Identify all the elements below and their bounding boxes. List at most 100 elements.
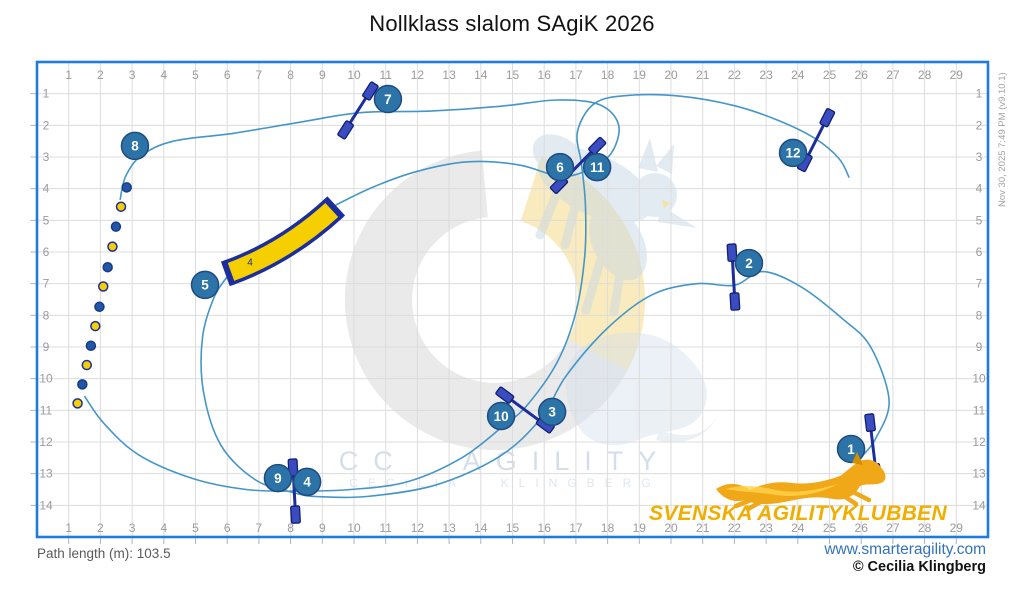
- jump-2: [726, 243, 741, 311]
- axis-label: 26: [855, 68, 869, 82]
- axis-label: 13: [442, 68, 456, 82]
- axis-label: 7: [43, 277, 50, 291]
- axis-label: 1: [65, 521, 72, 535]
- axis-label: 29: [950, 521, 964, 535]
- axis-label: 5: [976, 213, 983, 227]
- axis-label: 8: [43, 308, 50, 322]
- obstacle-number: 10: [494, 409, 509, 424]
- obstacle-number: 6: [556, 160, 564, 175]
- axis-label: 29: [950, 68, 964, 82]
- axis-label: 8: [287, 68, 294, 82]
- axis-label: 2: [43, 118, 50, 132]
- obstacle-number: 5: [201, 278, 209, 293]
- obstacle-marker-12: 12: [778, 138, 808, 168]
- axis-label: 13: [442, 521, 456, 535]
- axis-label: 4: [976, 182, 983, 196]
- jump-12: [796, 107, 836, 173]
- watermark-ring-segment: [344, 150, 628, 451]
- watermark-text-line1: CC AGILITY: [339, 446, 672, 476]
- obstacle-marker-1: 1: [836, 434, 866, 464]
- axis-label: 12: [411, 521, 425, 535]
- axis-label: 19: [633, 68, 647, 82]
- obstacle-marker-2: 2: [734, 248, 764, 278]
- axis-label: 9: [43, 340, 50, 354]
- axis-label: 4: [43, 182, 50, 196]
- tunnel-length-label: 4: [247, 257, 253, 268]
- axis-label: 8: [976, 308, 983, 322]
- axis-label: 5: [192, 521, 199, 535]
- watermark-curled-dog: [565, 332, 722, 446]
- obstacle-marker-11: 11: [582, 152, 612, 182]
- obstacle-marker-7: 7: [373, 84, 403, 114]
- axis-label: 11: [379, 68, 392, 82]
- grid-lines: [30, 62, 988, 544]
- axis-label: 15: [506, 521, 520, 535]
- plot-border: [35, 60, 990, 539]
- obstacle-marker-10: 10: [486, 401, 516, 431]
- jump-7: [337, 81, 379, 140]
- obstacle-number: 11: [590, 160, 605, 175]
- axis-label: 14: [474, 521, 488, 535]
- axis-label: 14: [39, 498, 53, 512]
- weave-pole: [77, 379, 88, 390]
- axis-label: 1: [65, 68, 72, 82]
- obstacle-number: 3: [548, 405, 556, 420]
- jump-6-11: [549, 136, 607, 194]
- obstacle-number: 12: [786, 146, 801, 161]
- axis-label: 27: [886, 521, 900, 535]
- obstacle-number: 2: [745, 256, 753, 271]
- axis-label: 7: [256, 521, 263, 535]
- axis-label: 6: [224, 521, 231, 535]
- axis-label: 3: [976, 150, 983, 164]
- axis-label: 6: [224, 68, 231, 82]
- weave-pole: [110, 221, 122, 232]
- obstacles: 4: [72, 81, 882, 524]
- axis-label: 14: [474, 68, 488, 82]
- axis-label: 21: [696, 68, 710, 82]
- obstacle-number: 7: [384, 92, 392, 107]
- axis-label: 3: [129, 521, 136, 535]
- weave-pole: [102, 261, 113, 273]
- axis-label: 15: [506, 68, 520, 82]
- axis-label: 16: [538, 521, 552, 535]
- axis-label: 4: [160, 521, 167, 535]
- page-title: Nollklass slalom SAgiK 2026: [369, 11, 655, 36]
- axis-label: 14: [972, 498, 986, 512]
- axis-label: 13: [39, 467, 53, 481]
- axis-labels: 1122334455667788991010111112121313141415…: [39, 68, 986, 535]
- axis-label: 22: [728, 521, 742, 535]
- axis-label: 18: [601, 521, 615, 535]
- axis-label: 1: [43, 87, 50, 101]
- weave-pole: [81, 359, 93, 371]
- axis-label: 25: [823, 521, 837, 535]
- obstacle-marker-6: 6: [545, 152, 575, 182]
- dog-path-segment: [119, 99, 620, 206]
- axis-label: 1: [976, 87, 983, 101]
- axis-label: 4: [160, 68, 167, 82]
- axis-label: 10: [39, 372, 53, 386]
- svenska-agilityklubben-dog-icon: [716, 452, 886, 512]
- axis-label: 23: [759, 68, 773, 82]
- obstacle-marker-8: 8: [120, 131, 150, 161]
- jump-4-9: [287, 458, 301, 524]
- weave-pole: [72, 398, 83, 409]
- axis-label: 16: [538, 68, 552, 82]
- axis-label: 10: [347, 68, 361, 82]
- obstacle-marker-3: 3: [537, 397, 567, 427]
- axis-label: 10: [972, 372, 986, 386]
- axis-label: 19: [633, 521, 647, 535]
- axis-label: 21: [696, 521, 710, 535]
- axis-label: 5: [43, 213, 50, 227]
- obstacle-marker-5: 5: [190, 270, 220, 300]
- website-link[interactable]: www.smarteragility.com: [824, 541, 986, 558]
- axis-label: 2: [97, 68, 104, 82]
- axis-label: 24: [791, 521, 805, 535]
- obstacle-number: 4: [303, 475, 311, 490]
- axis-label: 17: [569, 521, 583, 535]
- axis-label: 11: [973, 403, 986, 417]
- timestamp-vertical: Nov 30, 2025 7:49 PM (v9.10.1): [997, 72, 1008, 207]
- axis-label: 28: [918, 68, 932, 82]
- axis-label: 28: [918, 521, 932, 535]
